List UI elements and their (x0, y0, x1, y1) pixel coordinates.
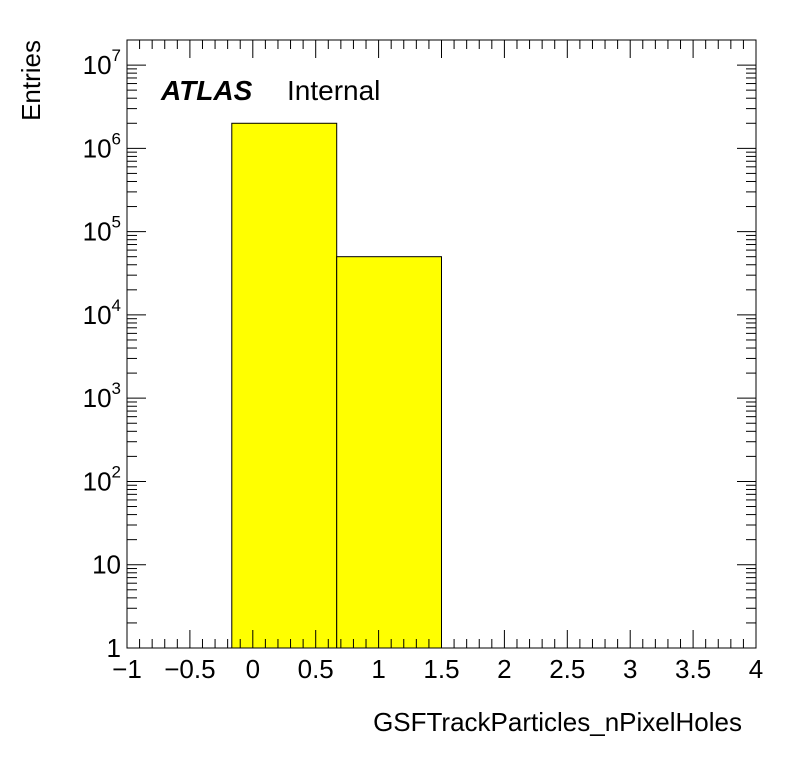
y-tick-label: 1 (107, 633, 121, 663)
x-tick-labels: −1 −0.5 0 0.5 1 1.5 2 2.5 3 3.5 4 (112, 654, 763, 684)
x-tick-label: 1 (371, 654, 385, 684)
y-tick-label: 105 (83, 213, 121, 247)
x-tick-label: −1 (112, 654, 142, 684)
x-tick-label: −0.5 (164, 654, 215, 684)
histogram-bars (231, 122, 442, 649)
x-tick-label: 0.5 (298, 654, 334, 684)
x-tick-label: 3.5 (675, 654, 711, 684)
y-tick-label: 10 (92, 550, 121, 580)
y-tick-label: 104 (83, 296, 121, 330)
histogram-bin-1 (336, 256, 442, 649)
x-tick-label: 2.5 (549, 654, 585, 684)
y-tick-label: 107 (83, 46, 121, 80)
status-label: Internal (287, 75, 380, 106)
axis-ticks (126, 39, 757, 649)
atlas-label: ATLAS (160, 75, 253, 106)
plot-frame (126, 39, 757, 649)
y-tick-label: 103 (83, 379, 121, 413)
x-axis-title: GSFTrackParticles_nPixelHoles (373, 707, 742, 737)
x-tick-label: 2 (497, 654, 511, 684)
y-tick-labels: 1 10 102 103 104 105 106 107 (83, 46, 121, 663)
y-tick-label: 106 (83, 129, 121, 163)
x-tick-label: 4 (749, 654, 763, 684)
x-tick-label: 3 (623, 654, 637, 684)
y-axis-title: Entries (16, 40, 46, 121)
x-tick-label: 1.5 (423, 654, 459, 684)
y-tick-label: 102 (83, 462, 121, 496)
x-tick-label: 0 (246, 654, 260, 684)
histogram-bin-0 (231, 122, 338, 649)
